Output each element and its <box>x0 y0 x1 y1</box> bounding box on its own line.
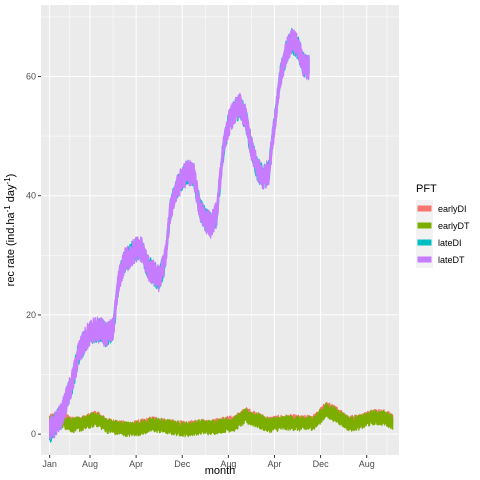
grid-minor <box>41 5 399 455</box>
x-tick-label: Dec <box>313 459 330 469</box>
legend-label-lateDT: lateDT <box>438 255 465 265</box>
y-tick-label: 60 <box>26 72 36 82</box>
y-axis-title-exponent-1: -1 <box>3 205 12 213</box>
legend-label-earlyDI: earlyDI <box>438 204 467 214</box>
grid-major <box>41 5 399 455</box>
x-tick-label: Dec <box>174 459 191 469</box>
y-tick-label: 20 <box>26 310 36 320</box>
x-tick-label: Apr <box>267 459 281 469</box>
x-tick-label: Apr <box>129 459 143 469</box>
y-axis-title: rec rate (ind.ha-1 day-1) <box>3 174 17 287</box>
legend-label-lateDI: lateDI <box>438 238 462 248</box>
x-axis: Jan Aug Apr Dec Aug Apr Dec Aug <box>42 455 375 469</box>
legend-swatch-lateDI <box>417 239 432 246</box>
x-tick-label: Aug <box>359 459 375 469</box>
y-axis-title-mid: day <box>5 184 17 205</box>
series-lateDT <box>49 28 310 440</box>
x-tick-label: Aug <box>220 459 236 469</box>
y-axis-title-exponent-2: -1 <box>3 177 12 185</box>
series-earlyDT <box>49 402 394 438</box>
series-layer <box>49 27 394 443</box>
legend: PFT earlyDI earlyDT lateDI lateDT <box>416 183 470 268</box>
x-tick-label: Aug <box>82 459 98 469</box>
y-axis-title-main: rec rate (ind.ha <box>5 211 17 286</box>
legend-label-earlyDT: earlyDT <box>438 221 470 231</box>
x-tick-label: Jan <box>42 459 57 469</box>
y-axis-title-close: ) <box>5 174 17 178</box>
legend-swatch-lateDT <box>417 256 432 263</box>
y-axis: 0 20 40 60 <box>26 72 41 439</box>
legend-title: PFT <box>416 183 437 195</box>
legend-swatch-earlyDI <box>417 205 432 212</box>
y-tick-label: 40 <box>26 191 36 201</box>
legend-swatch-earlyDT <box>417 222 432 229</box>
plot-background <box>41 5 399 455</box>
x-axis-title: month <box>205 465 236 477</box>
y-tick-label: 0 <box>31 429 36 439</box>
